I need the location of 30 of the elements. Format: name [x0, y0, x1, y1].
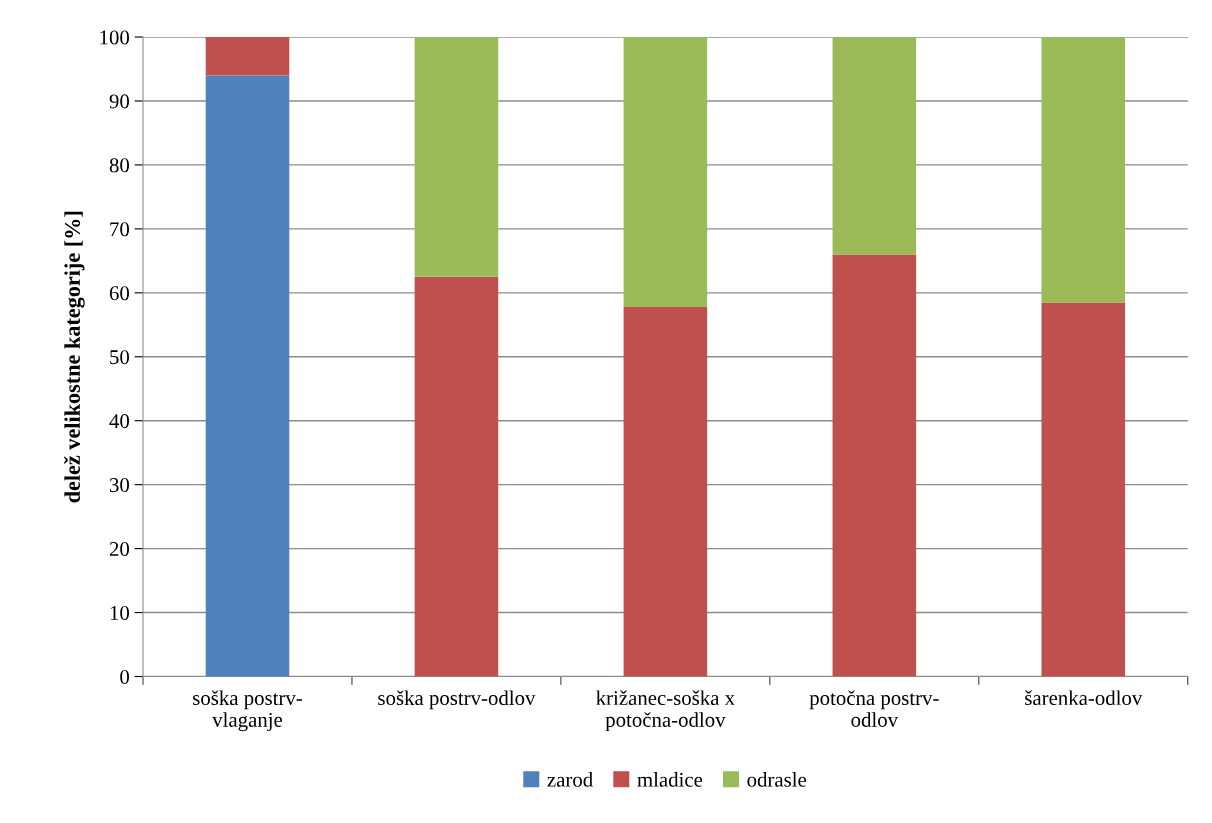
x-tick-label: potočna postrv- odlov: [809, 690, 939, 727]
bar: [623, 37, 708, 307]
legend-label: zarod: [547, 772, 593, 787]
y-tick-label: 20: [109, 541, 130, 557]
y-tick-label: 30: [109, 478, 130, 493]
x-tick-label: križanec-soška x potočna-odlov: [596, 690, 735, 732]
y-tick-label: 80: [109, 158, 130, 173]
bar: [205, 37, 290, 76]
x-tick-label: soška postrv- vlaganje: [193, 690, 302, 732]
y-tick-label: 40: [109, 414, 130, 429]
bar: [832, 37, 917, 255]
legend-label: odrasle: [747, 772, 807, 787]
bar: [1041, 302, 1126, 677]
y-tick-label: 70: [110, 222, 130, 237]
x-tick-label: šarenka-odlov: [1025, 690, 1143, 706]
bar: [205, 75, 290, 677]
bar: [1041, 37, 1126, 303]
y-tick-label: 100: [100, 30, 130, 45]
bar: [832, 254, 917, 677]
y-tick-label: 0: [120, 669, 130, 684]
y-tick-label: 10: [110, 605, 130, 620]
y-tick-label: 50: [110, 350, 130, 365]
bar: [414, 276, 499, 677]
y-tick-label: 60: [109, 286, 130, 301]
y-axis-title: delež velikostne kategorije [%]: [64, 211, 85, 503]
y-tick-label: 90: [109, 94, 130, 109]
bar: [623, 306, 708, 677]
legend-label: mladice: [637, 772, 703, 787]
bar: [414, 37, 499, 277]
x-tick-label: soška postrv-odlov: [378, 690, 536, 710]
